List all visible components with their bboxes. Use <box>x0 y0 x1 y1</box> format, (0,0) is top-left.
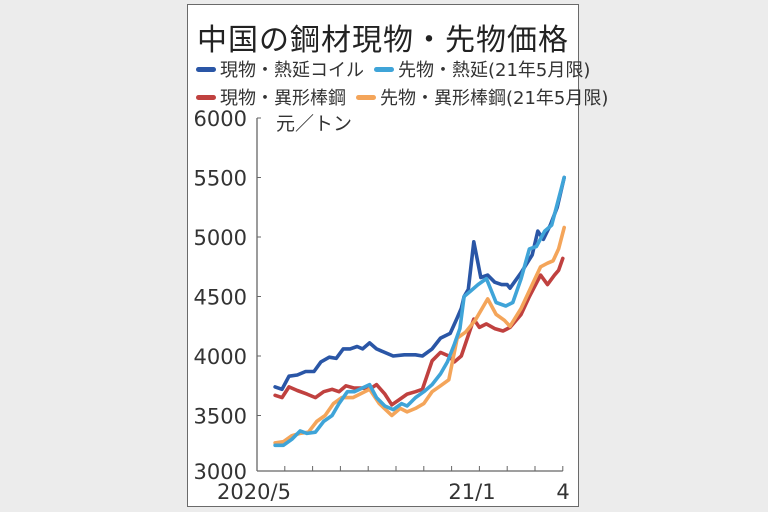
legend-label: 先物・熱延(21年5月限) <box>398 60 591 81</box>
legend-row-1: 現物・熱延コイル 先物・熱延(21年5月限) <box>196 57 600 81</box>
x-tick-label: 2020/5 <box>217 480 291 504</box>
legend-swatch-orange-icon <box>356 94 376 100</box>
legend-label: 先物・異形棒鋼(21年5月限) <box>380 88 609 109</box>
x-tick-label: 4 <box>556 480 569 504</box>
x-tick-label: 21/1 <box>448 480 495 504</box>
legend-row-2: 現物・異形棒鋼 先物・異形棒鋼(21年5月限) <box>196 85 618 109</box>
series-line <box>273 175 566 392</box>
chart-frame: 中国の鋼材現物・先物価格 現物・熱延コイル 先物・熱延(21年5月限) 現物・異… <box>187 4 608 507</box>
axes: 3000 3500 4000 4500 5000 5500 6000 2020/5 21/1 4 <box>194 107 570 504</box>
y-tick-label: 3000 <box>194 460 247 484</box>
series-line <box>273 175 566 448</box>
legend-swatch-dark-blue-icon <box>196 66 216 72</box>
series-line <box>273 256 565 407</box>
legend-item-spot-hrc: 現物・熱延コイル <box>196 56 364 82</box>
series-line <box>273 225 566 445</box>
legend-label: 現物・異形棒鋼 <box>220 88 346 109</box>
y-tick-label: 5500 <box>194 167 247 191</box>
chart-title: 中国の鋼材現物・先物価格 <box>197 23 569 58</box>
unit-label: 元／トン <box>276 113 352 135</box>
legend-item-futures-rebar: 先物・異形棒鋼(21年5月限) <box>356 84 608 110</box>
y-tick-label: 6000 <box>194 107 247 131</box>
y-tick-label: 3500 <box>194 405 247 429</box>
legend-swatch-red-icon <box>196 94 216 100</box>
legend-swatch-light-blue-icon <box>374 66 394 72</box>
legend-item-futures-hrc: 先物・熱延(21年5月限) <box>374 56 590 82</box>
series-lines <box>273 175 566 448</box>
legend-label: 現物・熱延コイル <box>220 60 364 81</box>
y-tick-label: 4000 <box>194 345 247 369</box>
legend-item-spot-rebar: 現物・異形棒鋼 <box>196 84 346 110</box>
y-tick-label: 4500 <box>194 286 247 310</box>
y-tick-label: 5000 <box>194 226 247 250</box>
